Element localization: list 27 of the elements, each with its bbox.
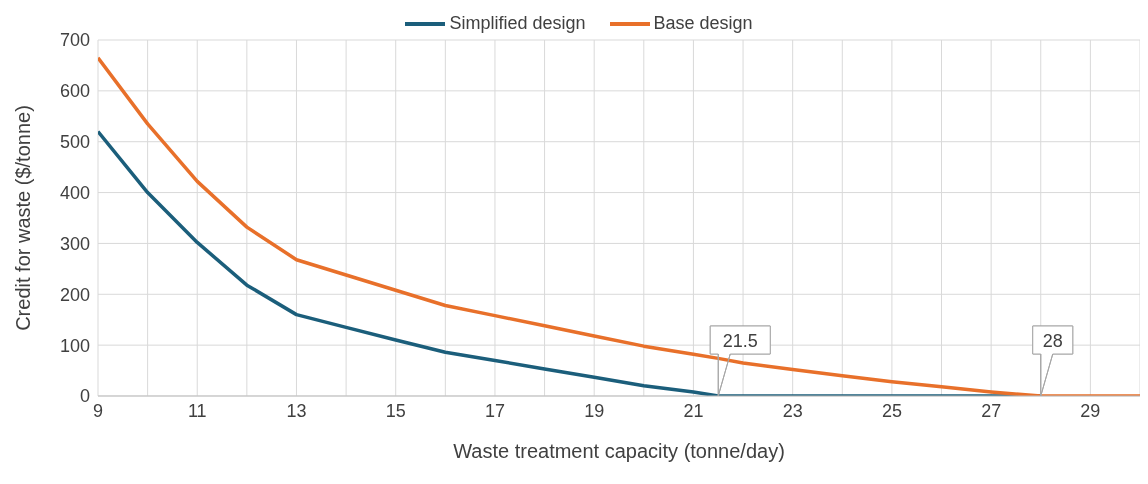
y-tick-label: 700 bbox=[59, 30, 90, 51]
x-tick-label: 11 bbox=[187, 400, 207, 421]
y-tick-label: 300 bbox=[59, 233, 90, 254]
callout: 28 bbox=[1032, 325, 1074, 397]
x-tick-label: 9 bbox=[92, 400, 104, 421]
annotation: 21.5 bbox=[722, 331, 758, 351]
annotation: 28 bbox=[1042, 331, 1063, 351]
x-tick-label: 15 bbox=[385, 400, 406, 421]
x-tick-label: 17 bbox=[484, 400, 505, 421]
x-tick-label: 29 bbox=[1080, 400, 1101, 421]
y-tick-label: 400 bbox=[59, 182, 90, 203]
x-axis-title: Waste treatment capacity (tonne/day) bbox=[453, 440, 785, 462]
x-tick-label: 21 bbox=[683, 400, 704, 421]
x-tick-label: 27 bbox=[981, 400, 1002, 421]
y-tick-label: 500 bbox=[59, 132, 90, 153]
legend-label: Base design bbox=[653, 13, 753, 34]
x-tick-label: 25 bbox=[881, 400, 902, 421]
callout: 21.5 bbox=[709, 325, 771, 397]
y-tick-label: 600 bbox=[59, 81, 90, 102]
legend-label: Simplified design bbox=[449, 13, 586, 34]
y-axis-title: Credit for waste ($/tonne) bbox=[12, 105, 35, 331]
x-tick-label: 19 bbox=[584, 400, 605, 421]
x-tick-label: 13 bbox=[286, 400, 307, 421]
y-tick-label: 100 bbox=[59, 335, 90, 356]
y-tick-label: 0 bbox=[79, 386, 90, 407]
y-tick-label: 200 bbox=[59, 284, 90, 305]
x-tick-label: 23 bbox=[782, 400, 803, 421]
